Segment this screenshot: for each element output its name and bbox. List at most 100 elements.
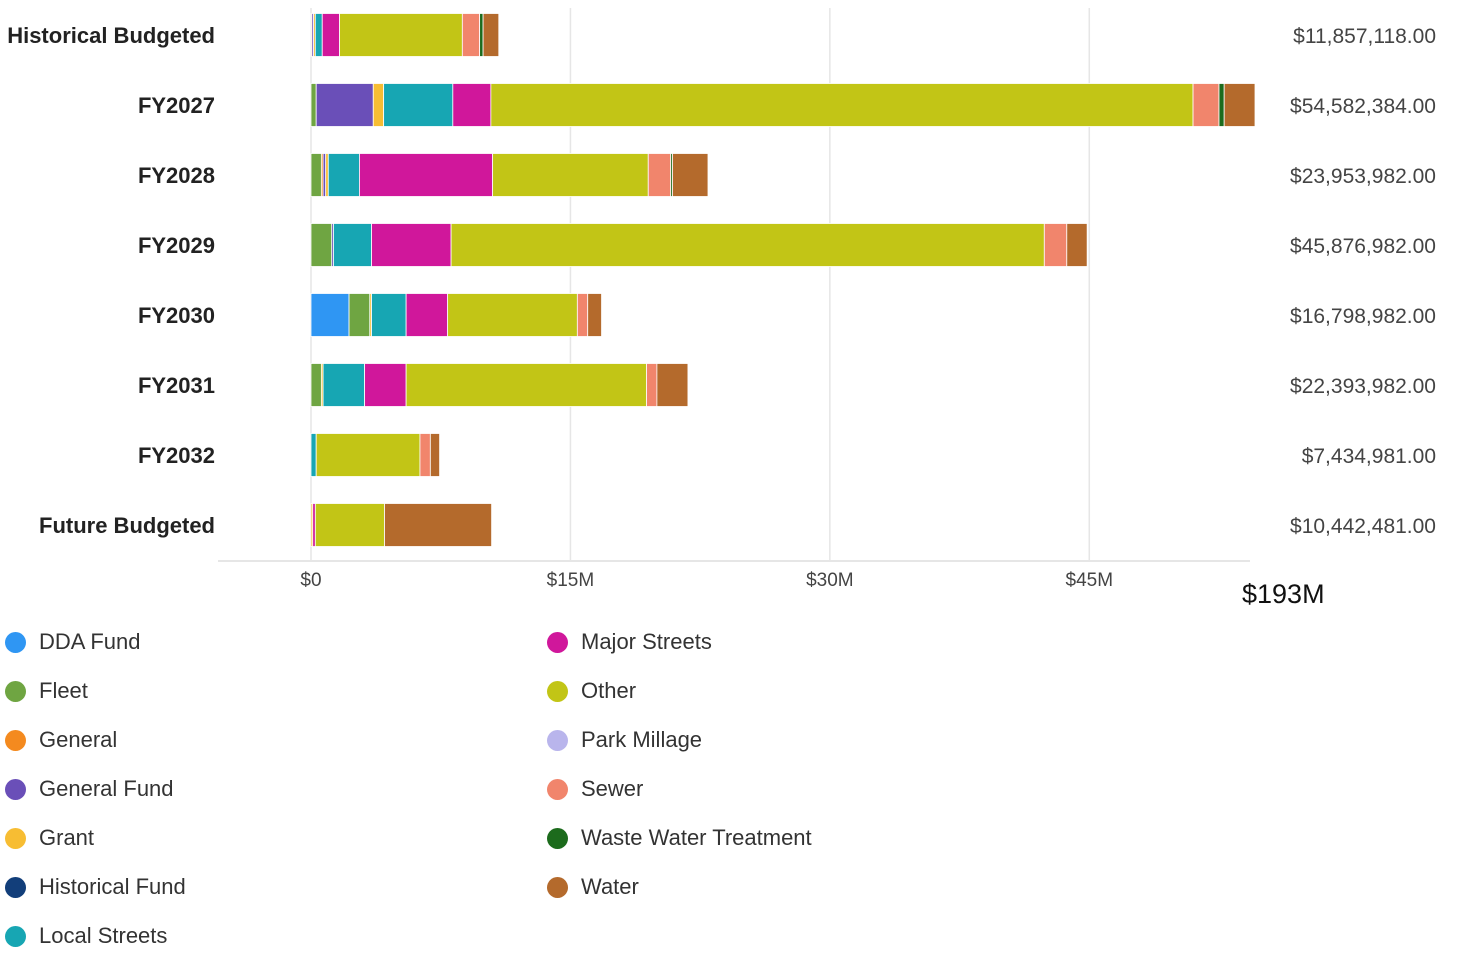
bar-segment[interactable] bbox=[371, 223, 452, 267]
legend-label: Local Streets bbox=[39, 923, 168, 948]
legend-swatch bbox=[5, 827, 26, 849]
bar-segment[interactable] bbox=[314, 503, 385, 547]
legend-label: Grant bbox=[39, 825, 95, 850]
grand-total: $193M bbox=[1242, 579, 1325, 609]
legend-swatch bbox=[547, 876, 568, 898]
bar-segment[interactable] bbox=[314, 13, 323, 57]
bar-segment[interactable] bbox=[310, 363, 322, 407]
bar-segment[interactable] bbox=[371, 293, 407, 337]
bar-segment[interactable] bbox=[1218, 83, 1225, 127]
legend-swatch bbox=[5, 876, 26, 898]
bar-segment[interactable] bbox=[576, 293, 589, 337]
legend-label: Fleet bbox=[39, 678, 88, 703]
bar-segment[interactable] bbox=[482, 13, 500, 57]
bar-segment[interactable] bbox=[310, 153, 322, 197]
legend-item[interactable]: Historical Fund bbox=[0, 867, 186, 907]
legend-swatch bbox=[547, 631, 568, 653]
x-tick-label: $15M bbox=[547, 570, 595, 591]
legend-label: Waste Water Treatment bbox=[581, 825, 812, 850]
row-label: Historical Budgeted bbox=[7, 23, 215, 48]
legend-item[interactable]: General Fund bbox=[0, 769, 174, 809]
bar-segment[interactable] bbox=[327, 153, 360, 197]
legend-item[interactable]: Fleet bbox=[0, 671, 88, 711]
bar-segment[interactable] bbox=[646, 363, 658, 407]
legend-item[interactable]: Sewer bbox=[542, 769, 643, 809]
legend-swatch bbox=[547, 729, 568, 751]
row-total: $7,434,981.00 bbox=[1302, 445, 1436, 468]
legend-item[interactable]: Major Streets bbox=[542, 622, 712, 662]
row-label: FY2031 bbox=[138, 373, 215, 398]
bar-segment[interactable] bbox=[492, 153, 649, 197]
bar-segment[interactable] bbox=[452, 83, 492, 127]
legend-label: General bbox=[39, 727, 118, 752]
bars bbox=[310, 13, 1256, 547]
legend-swatch bbox=[547, 827, 568, 849]
legend-swatch bbox=[547, 680, 568, 702]
bar-segment[interactable] bbox=[672, 153, 709, 197]
legend-label: Water bbox=[581, 874, 639, 899]
row-label: FY2029 bbox=[138, 233, 215, 258]
bar-segment[interactable] bbox=[310, 433, 317, 477]
bar-segment[interactable] bbox=[461, 13, 481, 57]
legend-item[interactable]: General bbox=[0, 720, 117, 760]
legend-swatch bbox=[5, 680, 26, 702]
bar-segment[interactable] bbox=[405, 363, 647, 407]
legend-item[interactable]: Grant bbox=[0, 818, 94, 858]
bar-segment[interactable] bbox=[310, 223, 333, 267]
bar-segment[interactable] bbox=[310, 83, 317, 127]
legend-swatch bbox=[5, 925, 26, 947]
legend-label: Major Streets bbox=[581, 629, 712, 654]
bar-segment[interactable] bbox=[1043, 223, 1068, 267]
bar-segment[interactable] bbox=[479, 13, 484, 57]
legend-swatch bbox=[5, 631, 26, 653]
row-total: $11,857,118.00 bbox=[1293, 25, 1436, 48]
bar-segment[interactable] bbox=[383, 83, 454, 127]
row-label: FY2028 bbox=[138, 163, 215, 188]
bar-segment[interactable] bbox=[359, 153, 493, 197]
legend-item[interactable]: Park Millage bbox=[542, 720, 702, 760]
stacked-bar-chart: Historical Budgeted FY2027 FY2028 FY2029 FY2… bbox=[7, 8, 1436, 609]
bar-segment[interactable] bbox=[322, 363, 366, 407]
bar-segment[interactable] bbox=[372, 83, 385, 127]
bar-segment[interactable] bbox=[587, 293, 602, 337]
x-tick-label: $45M bbox=[1066, 570, 1114, 591]
bar-segment[interactable] bbox=[490, 83, 1194, 127]
row-total: $22,393,982.00 bbox=[1290, 375, 1436, 398]
row-label: FY2030 bbox=[138, 303, 215, 328]
legend-label: General Fund bbox=[39, 776, 174, 801]
x-axis-ticks: $0 $15M $30M $45M bbox=[300, 570, 1113, 591]
bar-segment[interactable] bbox=[310, 293, 350, 337]
bar-segment[interactable] bbox=[315, 433, 421, 477]
legend-item[interactable]: Waste Water Treatment bbox=[542, 818, 812, 858]
bar-segment[interactable] bbox=[364, 363, 407, 407]
bar-segment[interactable] bbox=[333, 223, 372, 267]
bar-segment[interactable] bbox=[1223, 83, 1256, 127]
legend-item[interactable]: Water bbox=[542, 867, 639, 907]
bar-segment[interactable] bbox=[647, 153, 672, 197]
legend-item[interactable]: DDA Fund bbox=[0, 622, 141, 662]
row-labels: Historical Budgeted FY2027 FY2028 FY2029 FY2… bbox=[7, 23, 215, 538]
bar-segment[interactable] bbox=[447, 293, 578, 337]
bar-segment[interactable] bbox=[321, 13, 340, 57]
bar-segment[interactable] bbox=[450, 223, 1045, 267]
legend-item[interactable]: Other bbox=[542, 671, 636, 711]
bar-segment[interactable] bbox=[315, 83, 374, 127]
row-totals: $11,857,118.00 $54,582,384.00 $23,953,982.… bbox=[1290, 25, 1436, 538]
row-total: $10,442,481.00 bbox=[1290, 515, 1436, 538]
bar-segment[interactable] bbox=[656, 363, 689, 407]
row-total: $23,953,982.00 bbox=[1290, 165, 1436, 188]
row-label: FY2027 bbox=[138, 93, 215, 118]
bar-segment[interactable] bbox=[339, 13, 463, 57]
bar-segment[interactable] bbox=[384, 503, 493, 547]
bar-segment[interactable] bbox=[429, 433, 440, 477]
bar-segment[interactable] bbox=[1192, 83, 1220, 127]
legend-swatch bbox=[547, 778, 568, 800]
bar-segment[interactable] bbox=[1066, 223, 1088, 267]
legend-item[interactable]: Local Streets bbox=[0, 916, 167, 956]
legend-swatch bbox=[5, 778, 26, 800]
bar-segment[interactable] bbox=[405, 293, 449, 337]
legend-label: Other bbox=[581, 678, 637, 703]
bar-segment[interactable] bbox=[348, 293, 371, 337]
bar-segment[interactable] bbox=[419, 433, 431, 477]
row-total: $45,876,982.00 bbox=[1290, 235, 1436, 258]
